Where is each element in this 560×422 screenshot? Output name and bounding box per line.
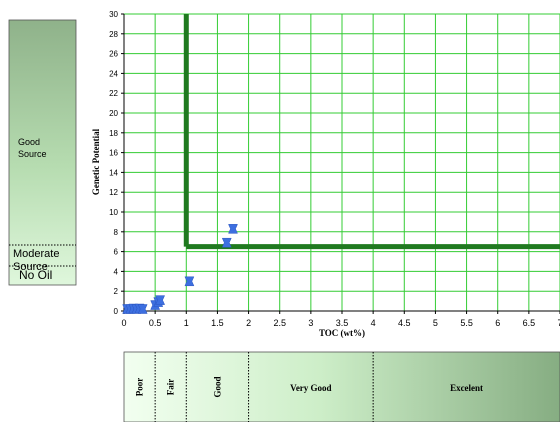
- y-tick-label: 0: [114, 307, 119, 316]
- y-tick-label: 14: [109, 168, 118, 177]
- data-point: [137, 304, 148, 314]
- x-tick-label: 6: [495, 318, 500, 328]
- x-tick-label: 1: [184, 318, 189, 328]
- x-tick-label: 4.5: [398, 318, 411, 328]
- x-tick-label: 1.5: [211, 318, 224, 328]
- richness-category-label: Fair: [166, 379, 176, 396]
- y-tick-label: 24: [109, 69, 118, 78]
- x-tick-label: 3: [308, 318, 313, 328]
- plot-area: 00.511.522.533.544.555.566.5702468101214…: [91, 10, 560, 338]
- x-tick-label: 3.5: [336, 318, 349, 328]
- richness-category-label: Excelent: [450, 383, 483, 393]
- x-tick-label: 0.5: [149, 318, 162, 328]
- y-tick-label: 20: [109, 109, 118, 118]
- richness-scale-bar: [123, 351, 560, 422]
- band-moderate-source-label: Moderate Source: [13, 248, 59, 273]
- band-good-source-label: Good Source: [18, 137, 47, 159]
- x-axis-title: TOC (wt%): [319, 328, 365, 338]
- richness-category-label: Very Good: [290, 383, 331, 393]
- x-tick-label: 6.5: [523, 318, 536, 328]
- threshold-lines: [183, 14, 560, 250]
- source-quality-scale: Good Source Moderate Source No Oil: [8, 19, 77, 286]
- y-tick-label: 6: [114, 248, 119, 257]
- x-tick-label: 2: [246, 318, 251, 328]
- richness-categories: Poor Fair Good Very Good Excelent: [135, 352, 483, 422]
- x-tick-label: 0: [121, 318, 126, 328]
- y-tick-label: 4: [114, 267, 119, 276]
- y-tick-label: 26: [109, 50, 118, 59]
- data-point: [228, 224, 238, 234]
- data-point: [221, 237, 232, 248]
- band-no-oil-label: No Oil: [19, 268, 52, 282]
- x-tick-label: 4: [371, 318, 376, 328]
- data-points: [122, 224, 238, 314]
- y-tick-label: 30: [109, 10, 118, 19]
- richness-scale: Poor Fair Good Very Good Excelent: [123, 351, 560, 422]
- y-tick-label: 8: [114, 228, 119, 237]
- richness-category-label: Good: [212, 376, 222, 397]
- source-scale-bar: [8, 19, 77, 286]
- richness-category-label: Poor: [135, 378, 145, 397]
- y-tick-label: 2: [114, 287, 119, 296]
- y-tick-label: 10: [109, 208, 118, 217]
- x-tick-label: 7: [557, 318, 560, 328]
- tick-labels: 00.511.522.533.544.555.566.5702468101214…: [109, 10, 560, 328]
- x-tick-label: 5: [433, 318, 438, 328]
- y-tick-label: 12: [109, 188, 118, 197]
- data-point: [155, 295, 166, 305]
- data-point: [184, 276, 195, 287]
- y-tick-label: 18: [109, 129, 118, 138]
- x-tick-label: 5.5: [460, 318, 473, 328]
- y-axis-title: Genetic Potential: [91, 128, 101, 195]
- y-tick-label: 22: [109, 89, 118, 98]
- y-tick-label: 16: [109, 149, 118, 158]
- x-tick-label: 2.5: [273, 318, 286, 328]
- y-tick-label: 28: [109, 30, 118, 39]
